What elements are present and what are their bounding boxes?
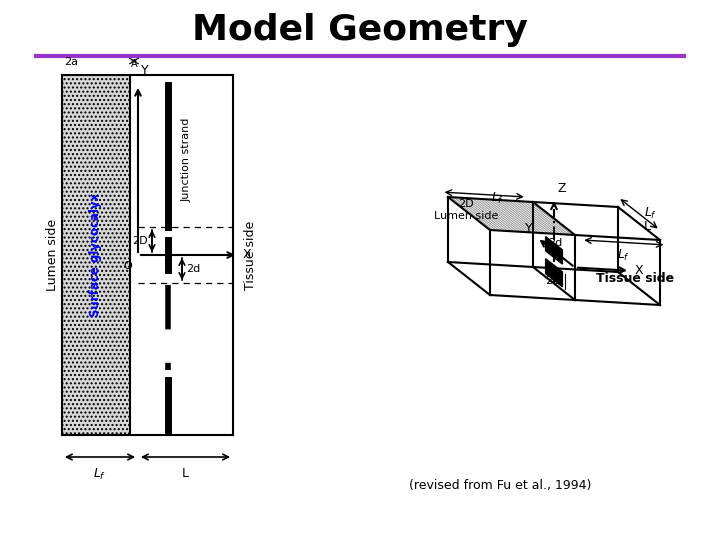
Text: $L_f$: $L_f$ <box>617 247 631 262</box>
Polygon shape <box>546 259 562 287</box>
Text: Z: Z <box>558 181 567 194</box>
Text: Lumen side: Lumen side <box>45 219 58 291</box>
Text: 2a: 2a <box>64 57 78 67</box>
Text: Tissue side: Tissue side <box>245 220 258 289</box>
Text: X: X <box>635 264 644 277</box>
Text: $L_f$: $L_f$ <box>644 206 657 221</box>
Text: (revised from Fu et al., 1994): (revised from Fu et al., 1994) <box>409 478 591 491</box>
Bar <box>62 75 130 435</box>
Text: Y: Y <box>141 64 148 77</box>
Text: 2D
Lumen side: 2D Lumen side <box>433 199 498 221</box>
Text: L: L <box>182 467 189 480</box>
Text: 2B: 2B <box>545 276 559 286</box>
Text: 2D: 2D <box>132 236 148 246</box>
Text: Model Geometry: Model Geometry <box>192 13 528 47</box>
Polygon shape <box>546 237 562 264</box>
Text: Tissue side: Tissue side <box>596 272 675 285</box>
Text: Junction strand: Junction strand <box>182 118 192 202</box>
Text: Surface glycocalyx: Surface glycocalyx <box>89 193 102 317</box>
Text: $L_f$: $L_f$ <box>491 191 505 206</box>
Text: L: L <box>644 220 651 233</box>
Text: 2d: 2d <box>548 238 562 248</box>
Text: Y: Y <box>525 222 532 235</box>
Text: A: A <box>131 59 138 69</box>
Text: $L_f$: $L_f$ <box>94 467 107 482</box>
Text: X: X <box>243 248 251 261</box>
Text: O: O <box>123 261 132 271</box>
Text: 2d: 2d <box>186 264 200 274</box>
